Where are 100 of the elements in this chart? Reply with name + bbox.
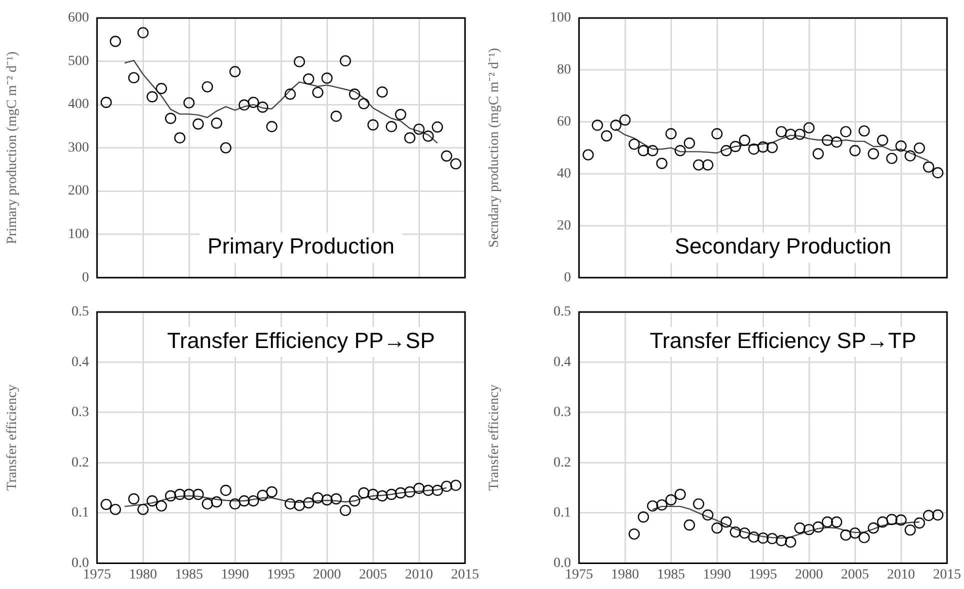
point — [137, 504, 149, 516]
point — [284, 88, 296, 100]
point — [702, 159, 714, 171]
y-tick-label: 300 — [68, 140, 89, 156]
point — [220, 142, 232, 154]
point — [146, 91, 158, 102]
y-tick-label: 0 — [564, 270, 571, 286]
y-axis-title: Transfer efficiency — [487, 384, 502, 491]
point — [858, 125, 870, 137]
y-tick-label: 500 — [68, 54, 89, 69]
x-tick-label: 1980 — [129, 567, 157, 582]
point — [914, 517, 925, 529]
x-tick-label: 2015 — [933, 567, 961, 582]
point — [220, 484, 232, 496]
point — [110, 36, 121, 47]
y-tick-label: 0.2 — [72, 455, 89, 470]
y-tick-label: 0.2 — [554, 455, 571, 470]
point — [877, 134, 888, 146]
x-tick-label: 1975 — [83, 567, 111, 582]
point — [868, 148, 879, 160]
point — [785, 128, 796, 140]
point — [665, 128, 677, 140]
point — [895, 514, 907, 526]
point — [757, 532, 769, 544]
point — [711, 128, 723, 140]
x-tick-label: 1980 — [611, 567, 639, 582]
y-tick-label: 0.4 — [72, 354, 89, 370]
point — [404, 132, 416, 144]
y-axis-title: Transfer efficiency — [5, 384, 20, 491]
point — [730, 140, 741, 152]
point — [748, 531, 760, 543]
point — [730, 526, 741, 538]
point — [294, 56, 305, 68]
point — [229, 66, 241, 78]
point — [100, 498, 112, 510]
y-tick-label: 80 — [557, 62, 571, 78]
point — [766, 532, 778, 544]
point — [785, 536, 796, 548]
x-tick-label: 2000 — [313, 567, 341, 582]
point — [386, 488, 397, 500]
annotation: Transfer Efficiency PP→SP — [167, 328, 435, 354]
point — [656, 499, 668, 511]
point — [720, 516, 732, 528]
point — [766, 142, 778, 154]
point — [367, 488, 379, 500]
point — [638, 145, 649, 156]
point — [693, 498, 704, 510]
point — [794, 128, 806, 140]
point — [386, 121, 397, 132]
point — [822, 516, 833, 528]
y-tick-label: 0.5 — [72, 304, 89, 320]
point — [757, 141, 769, 153]
point — [248, 495, 259, 507]
point — [110, 504, 121, 516]
x-tick-label: 2015 — [451, 567, 479, 582]
point — [665, 494, 677, 506]
y-tick-label: 40 — [557, 166, 571, 182]
point — [349, 88, 360, 100]
point — [822, 134, 833, 146]
point — [647, 500, 658, 512]
point — [238, 99, 250, 111]
point — [840, 126, 852, 138]
point — [748, 144, 760, 155]
point — [932, 167, 944, 178]
point — [450, 480, 462, 491]
point — [849, 145, 861, 156]
point — [601, 130, 612, 142]
y-tick-label: 100 — [68, 227, 89, 242]
point — [257, 490, 268, 501]
point — [183, 488, 195, 500]
point — [165, 490, 176, 502]
point — [619, 114, 631, 126]
y-tick-label: 600 — [68, 10, 89, 26]
point — [674, 488, 686, 500]
annotation: Primary Production — [207, 234, 395, 259]
x-tick-label: 2010 — [405, 567, 433, 582]
point — [395, 108, 406, 120]
point — [266, 486, 278, 498]
point — [923, 161, 934, 173]
point — [340, 504, 351, 516]
point — [868, 522, 879, 534]
point — [776, 534, 787, 546]
point — [128, 493, 140, 504]
point — [358, 98, 370, 110]
point — [432, 484, 443, 496]
point — [674, 145, 686, 156]
point — [312, 86, 324, 98]
point — [904, 524, 916, 536]
x-tick-label: 2010 — [887, 567, 915, 582]
point — [450, 158, 462, 170]
point — [831, 516, 842, 528]
point — [404, 486, 416, 498]
x-tick-label: 1985 — [175, 567, 203, 582]
point — [340, 55, 351, 66]
point — [413, 124, 425, 135]
point — [266, 121, 278, 132]
point — [812, 148, 824, 160]
point — [137, 27, 149, 38]
y-tick-label: 400 — [68, 97, 89, 112]
point — [128, 72, 140, 84]
